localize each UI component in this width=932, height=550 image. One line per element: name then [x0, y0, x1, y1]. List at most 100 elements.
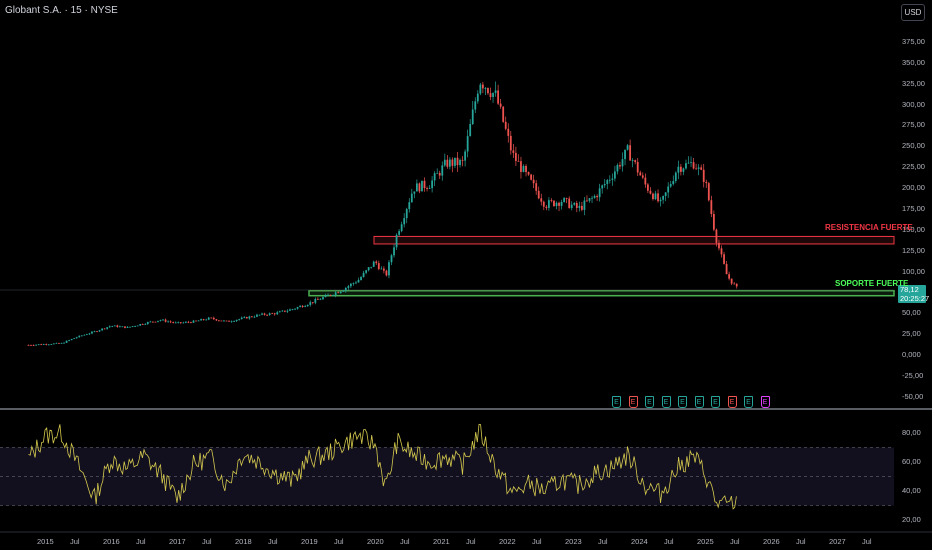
- candle: [654, 193, 657, 200]
- candle: [352, 283, 355, 284]
- time-tick-label: Jul: [400, 537, 410, 546]
- candle: [591, 197, 593, 199]
- candle: [344, 287, 347, 291]
- time-tick-label: 2017: [169, 537, 186, 546]
- candle: [735, 283, 738, 287]
- candle: [596, 196, 599, 198]
- earnings-marker-icon[interactable]: E: [694, 396, 704, 408]
- candle: [679, 166, 682, 172]
- rsi-line: [28, 423, 737, 510]
- candle: [202, 319, 205, 320]
- candle: [306, 304, 309, 307]
- candle: [619, 165, 621, 167]
- candle: [362, 272, 365, 278]
- candle: [583, 200, 586, 210]
- candle: [586, 200, 588, 202]
- candle: [174, 322, 177, 324]
- candle: [423, 180, 426, 189]
- candle: [606, 180, 609, 184]
- candle: [728, 274, 731, 279]
- candle: [436, 172, 439, 174]
- price-tick-label: 125,00: [902, 245, 925, 255]
- candle: [390, 255, 393, 263]
- candle: [177, 322, 180, 324]
- candle: [121, 326, 124, 328]
- candle: [190, 322, 192, 324]
- candle: [639, 172, 642, 176]
- candle: [223, 320, 225, 322]
- candle: [146, 322, 149, 324]
- candle: [182, 322, 185, 324]
- candle: [311, 302, 314, 303]
- earnings-marker-icon[interactable]: E: [760, 396, 770, 408]
- candle: [652, 193, 654, 200]
- candle: [207, 317, 210, 320]
- price-tick-label: 300,00: [902, 99, 925, 109]
- price-tick-label: -50,00: [902, 391, 924, 401]
- candle: [139, 324, 142, 326]
- candle: [63, 342, 65, 344]
- candle: [659, 199, 662, 202]
- last-price-value: 78,12: [900, 285, 919, 294]
- earnings-marker-icon[interactable]: E: [711, 396, 720, 408]
- candle: [707, 183, 710, 201]
- candle: [192, 320, 195, 323]
- candle: [454, 157, 456, 166]
- candle: [276, 312, 279, 315]
- candle: [489, 93, 492, 98]
- price-tick-label: 0,000: [902, 350, 921, 359]
- candle: [47, 344, 50, 346]
- candle: [733, 283, 736, 285]
- candle: [357, 280, 360, 283]
- candle: [461, 159, 464, 161]
- earnings-marker-icon[interactable]: E: [661, 396, 671, 408]
- candle: [179, 322, 182, 324]
- candle: [108, 326, 111, 328]
- candle: [573, 202, 576, 205]
- candle: [243, 317, 246, 318]
- candle: [245, 317, 248, 319]
- candle: [55, 342, 58, 344]
- price-tick-label: 150,00: [902, 224, 925, 234]
- price-tick-label: 250,00: [902, 141, 925, 151]
- candle: [103, 328, 106, 330]
- earnings-marker-icon[interactable]: E: [612, 396, 621, 408]
- candle: [80, 335, 83, 337]
- earnings-marker-icon[interactable]: E: [645, 396, 654, 408]
- candle: [268, 313, 271, 316]
- candle: [723, 254, 725, 264]
- candle: [111, 325, 114, 327]
- candle: [616, 165, 619, 172]
- candle: [730, 278, 733, 284]
- candle: [235, 319, 238, 322]
- candle: [479, 84, 482, 94]
- candle: [426, 188, 428, 189]
- time-tick-label: 2021: [433, 537, 450, 546]
- earnings-marker-icon[interactable]: E: [628, 396, 638, 408]
- candle: [464, 151, 467, 161]
- time-tick-label: Jul: [466, 537, 476, 546]
- candle: [162, 319, 164, 321]
- earnings-marker-icon[interactable]: E: [678, 396, 687, 408]
- candle: [530, 174, 533, 180]
- candle: [45, 344, 48, 345]
- candle: [418, 183, 421, 192]
- earnings-marker-icon[interactable]: E: [727, 396, 737, 408]
- candle: [167, 321, 170, 323]
- last-price-tag: 78,12 20:25:27: [898, 285, 929, 303]
- earnings-marker-icon[interactable]: E: [744, 396, 753, 408]
- currency-button[interactable]: USD: [901, 4, 925, 21]
- candle: [388, 262, 390, 276]
- candle: [32, 345, 35, 346]
- candle: [238, 319, 241, 320]
- rsi-tick-label: 40,00: [902, 486, 921, 495]
- candle: [309, 302, 312, 305]
- candle: [657, 193, 659, 202]
- candle: [187, 321, 190, 323]
- candle: [613, 171, 616, 179]
- candle: [433, 173, 436, 181]
- candle: [446, 159, 449, 167]
- candle: [78, 335, 81, 338]
- candle: [626, 145, 629, 150]
